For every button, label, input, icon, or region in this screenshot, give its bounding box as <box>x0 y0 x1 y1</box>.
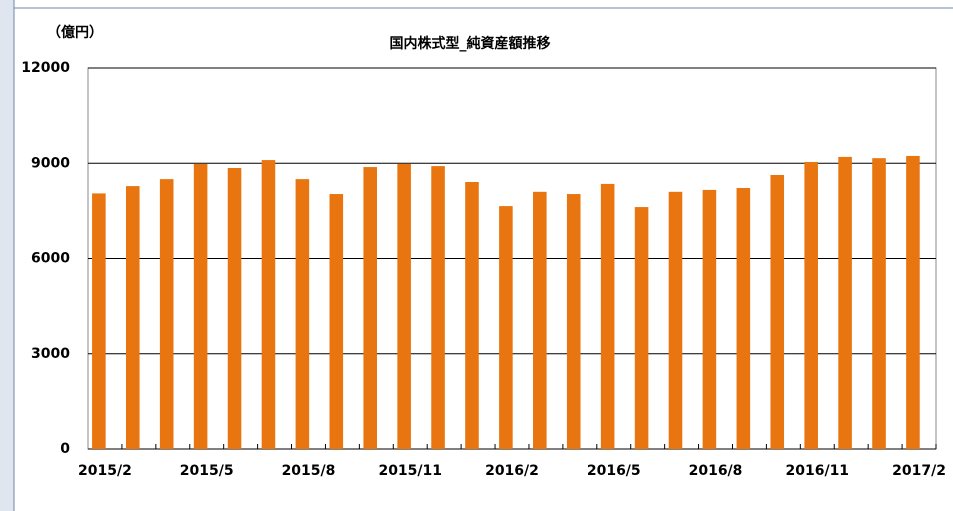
bar <box>770 174 785 449</box>
bar <box>465 181 479 450</box>
axis-unit: （億円） <box>47 24 103 41</box>
bar <box>431 166 445 450</box>
bar <box>906 155 920 449</box>
bar <box>92 193 106 449</box>
x-tick-label: 2017/2 <box>892 463 946 479</box>
bar <box>872 158 886 450</box>
bar <box>227 168 242 449</box>
x-tick-label: 2016/11 <box>785 463 849 479</box>
x-tick-label: 2016/5 <box>587 463 641 479</box>
bar <box>838 156 852 449</box>
y-tick-label: 12000 <box>21 60 70 76</box>
x-tick-label: 2015/11 <box>378 463 442 479</box>
bar <box>566 194 581 449</box>
bar <box>159 179 174 449</box>
x-tick-label: 2016/2 <box>485 463 539 479</box>
side-strip <box>0 0 14 511</box>
bar <box>499 206 513 449</box>
x-tick-label: 2015/2 <box>78 463 132 479</box>
chart-title: 国内株式型_純資産額推移 <box>390 35 551 52</box>
bar <box>668 191 683 449</box>
x-tick-label: 2015/8 <box>282 463 336 479</box>
bar <box>363 167 377 449</box>
bar <box>702 189 717 450</box>
bar <box>125 186 140 450</box>
bar <box>533 191 547 449</box>
y-tick-label: 3000 <box>31 346 70 362</box>
bar <box>261 160 276 449</box>
y-tick-label: 6000 <box>31 251 70 267</box>
y-tick-label: 0 <box>60 441 70 457</box>
y-tick-label: 9000 <box>31 155 70 171</box>
x-tick-label: 2016/8 <box>689 463 743 479</box>
bar <box>329 194 344 449</box>
bar <box>397 163 411 449</box>
x-tick-label: 2015/5 <box>180 463 234 479</box>
bar <box>736 188 751 449</box>
bar <box>634 207 649 449</box>
bar <box>295 179 310 449</box>
bar <box>193 163 208 449</box>
bar <box>600 183 615 449</box>
bar <box>804 161 818 450</box>
